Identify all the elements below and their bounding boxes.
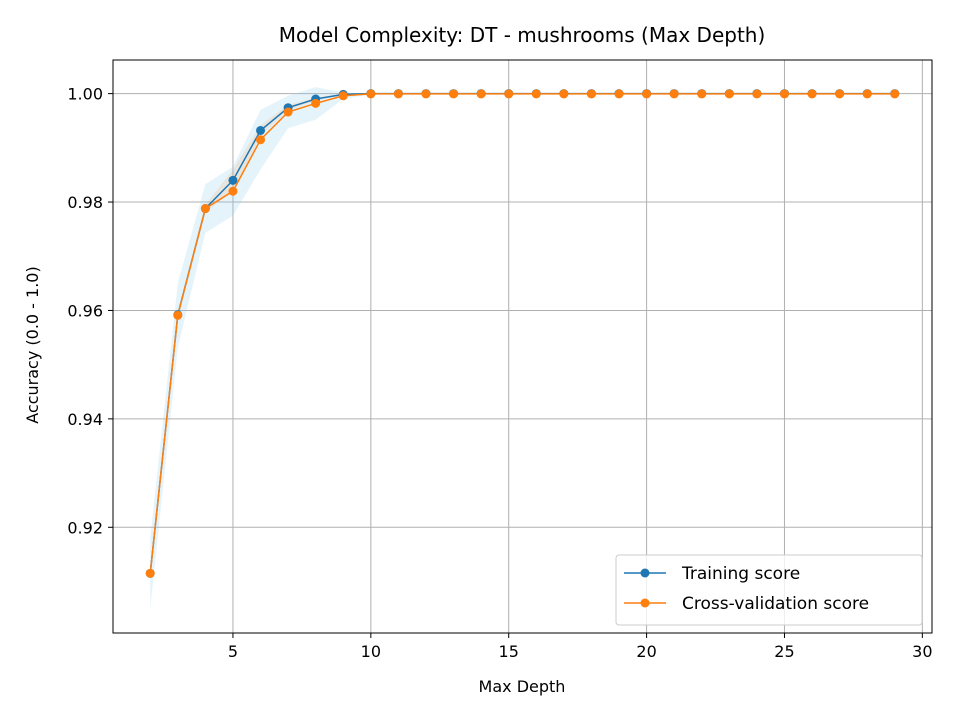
cv-score-point <box>890 89 900 99</box>
x-tick-label: 15 <box>499 642 519 661</box>
chart-title: Model Complexity: DT - mushrooms (Max De… <box>279 23 766 47</box>
cv-score-point <box>835 89 845 99</box>
x-tick-label: 25 <box>774 642 794 661</box>
cv-score-point <box>283 107 293 117</box>
x-tick-label: 30 <box>912 642 932 661</box>
cv-score-point <box>724 89 734 99</box>
cv-score-point <box>779 89 789 99</box>
legend-label-training: Training score <box>681 564 800 584</box>
legend: Training score Cross-validation score <box>615 554 923 626</box>
y-tick-label: 0.98 <box>67 193 103 212</box>
cv-score-point <box>449 89 459 99</box>
cv-score-point <box>173 310 183 320</box>
x-tick-label: 20 <box>636 642 656 661</box>
cv-score-point <box>200 204 210 214</box>
series-lines <box>149 92 895 574</box>
cv-score-point <box>642 89 652 99</box>
cv-score-point <box>476 89 486 99</box>
y-tick-label: 0.92 <box>67 518 103 537</box>
cv-score-point <box>862 89 872 99</box>
cv-score-point <box>393 89 403 99</box>
series-points <box>145 89 900 578</box>
cv-score-point <box>807 89 817 99</box>
legend-box <box>615 554 923 626</box>
y-tick-label: 0.94 <box>67 410 103 429</box>
cv-score-point <box>504 89 514 99</box>
cv-score-point <box>421 89 431 99</box>
y-ticks: 0.92 0.94 0.96 0.98 1.00 <box>67 85 113 537</box>
y-tick-label: 0.96 <box>67 301 103 320</box>
x-tick-label: 5 <box>228 642 238 661</box>
cv-score-point <box>338 91 348 101</box>
x-ticks: 5 10 15 20 25 30 <box>228 633 933 661</box>
legend-marker-training <box>640 568 650 578</box>
x-tick-label: 10 <box>361 642 381 661</box>
cv-score-point <box>366 89 376 99</box>
training-score-point <box>228 175 238 185</box>
cv-score-point <box>145 568 155 578</box>
legend-label-cv: Cross-validation score <box>682 594 869 614</box>
y-axis-label: Accuracy (0.0 - 1.0) <box>23 266 42 423</box>
cv-score-point <box>228 186 238 196</box>
training-score-point <box>256 125 266 135</box>
cv-score-point <box>697 89 707 99</box>
cv-score-point <box>614 89 624 99</box>
y-tick-label: 1.00 <box>67 85 103 104</box>
legend-marker-cv <box>640 598 650 608</box>
cv-score-point <box>531 89 541 99</box>
cv-score-point <box>752 89 762 99</box>
cv-score-point <box>586 89 596 99</box>
x-axis-label: Max Depth <box>479 677 566 696</box>
plot-frame <box>112 59 933 634</box>
cv-score-point <box>311 98 321 108</box>
cv-score-point <box>256 135 266 145</box>
cv-score-line <box>149 93 895 574</box>
cv-score-point <box>669 89 679 99</box>
cv-score-point <box>559 89 569 99</box>
